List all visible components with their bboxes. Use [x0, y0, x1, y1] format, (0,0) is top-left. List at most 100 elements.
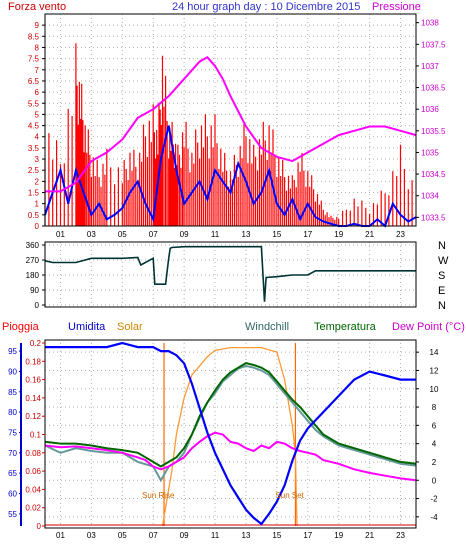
- hour-tick-label: 15: [272, 230, 281, 239]
- humidity-tick-label: 85: [8, 388, 17, 397]
- wind-direction-tick-label: 0: [35, 301, 40, 310]
- dew-point-series: [44, 431, 417, 482]
- graph-title: 24 hour graph day : 10 Dicembre 2015: [172, 1, 360, 13]
- humidity-tick-label: 55: [8, 510, 17, 519]
- wind-speed-tick-label: 0.5: [28, 211, 40, 220]
- compass-label: W: [438, 255, 449, 267]
- rain-tick-label: 0.14: [25, 394, 41, 403]
- wind-direction-tick-label: 90: [30, 286, 39, 295]
- wind-speed-tick-label: 6: [35, 88, 40, 97]
- hour-tick-label: 19: [334, 230, 343, 239]
- humidity-tick-label: 75: [8, 428, 17, 437]
- compass-label: N: [438, 300, 446, 312]
- temperature-tick-label: 10: [430, 385, 439, 394]
- hour-tick-label: 09: [180, 230, 189, 239]
- rain-tick-label: 0.1: [30, 431, 42, 440]
- pressure-tick-label: 1038: [421, 19, 439, 28]
- temperatura-series: [44, 362, 417, 468]
- hour-tick-label: 09: [180, 531, 189, 540]
- wind-direction-series: [44, 245, 416, 302]
- wind-speed-tick-label: 8.5: [28, 32, 40, 41]
- hour-tick-label: 15: [272, 531, 281, 540]
- temperature-humidity-grid: [45, 343, 416, 526]
- wind-speed-tick-label: 2.5: [28, 166, 40, 175]
- wind-speed-tick-label: 7.5: [28, 55, 40, 64]
- hour-tick-label: 21: [365, 531, 374, 540]
- wind-pressure-series: [44, 43, 417, 228]
- temperature-humidity-frame: [44, 339, 417, 529]
- pressure-tick-label: 1037: [421, 62, 439, 71]
- rain-tick-label: 0.2: [30, 339, 42, 348]
- temperature-tick-label: 8: [432, 403, 437, 412]
- hour-tick-label: 07: [149, 531, 158, 540]
- wind-speed-tick-label: 0: [35, 222, 40, 231]
- temperature-tick-label: 0: [432, 476, 437, 485]
- hour-tick-label: 17: [303, 531, 312, 540]
- rain-tick-label: 0.08: [25, 449, 41, 458]
- rain-label: Pioggia: [2, 321, 40, 333]
- temperature-tick-label: -2: [430, 495, 438, 504]
- rain-tick-label: 0.16: [25, 376, 41, 385]
- temperature-tick-label: 12: [430, 366, 439, 375]
- hour-tick-label: 13: [242, 230, 251, 239]
- pressure-series: [45, 56, 417, 193]
- compass-label: E: [438, 285, 445, 297]
- sun-rise-annotation: Sun Rise: [142, 491, 175, 500]
- pressure-ticks: 1038 1037.5 1037 1036.5 1036 1035.5 1035 1034.5…: [416, 19, 446, 222]
- hour-tick-label: 19: [334, 531, 343, 540]
- rain-tick-label: 0.02: [25, 504, 41, 513]
- humidity-tick-label: 80: [8, 408, 17, 417]
- windchill-label: Windchill: [245, 321, 289, 333]
- temperature-tick-label: 2: [432, 458, 437, 467]
- wind-gust-series: [44, 43, 413, 226]
- wind-speed-tick-label: 1: [35, 200, 40, 209]
- wind-direction-tick-label: 270: [26, 256, 40, 265]
- sun-set-annotation: Sun Set: [275, 491, 304, 500]
- humidity-tick-label: 90: [8, 367, 17, 376]
- temperature-label: Temperatura: [314, 321, 377, 333]
- temperature-hour-ticks: 01 03 05 07 09 11 13 15 17 19 21 23: [56, 531, 406, 540]
- compass-label: N: [438, 240, 446, 252]
- humidity-tick-label: 65: [8, 469, 17, 478]
- wind-direction-ticks: 360 270 180 90 0: [26, 241, 45, 310]
- pressure-tick-label: 1035: [421, 148, 439, 157]
- wind-direction-frame: [44, 241, 417, 308]
- wind-speed-tick-label: 8: [35, 43, 40, 52]
- hour-tick-label: 03: [87, 531, 96, 540]
- wind-pressure-hour-ticks: 01 03 05 07 09 11 13 15 17 19 21 23: [56, 230, 406, 239]
- wind-speed-ticks: 9 8.5 8 7.5 7 6.5 6 5.5 5 4.5 4 3.5 3 2.5 2 1.5 1 0.5 0: [28, 21, 45, 231]
- pressure-tick-label: 1037.5: [421, 40, 446, 49]
- humidity-ticks: 95 90 85 80 75 70 65 60 55 0.2 0.18 0.16 0.14 0.12 0.1…: [8, 339, 45, 531]
- wind-direction-tick-label: 360: [26, 241, 40, 250]
- temperature-tick-label: 14: [430, 348, 439, 357]
- pressure-tick-label: 1033.5: [421, 213, 446, 222]
- hour-tick-label: 11: [211, 230, 220, 239]
- wind-pressure-frame: [44, 13, 417, 227]
- wind-speed-tick-label: 4.5: [28, 122, 40, 131]
- rain-tick-label: 0.12: [25, 412, 41, 421]
- temperature-ticks: 14 12 10 8 6 4 2 0 -2 -4: [416, 348, 439, 522]
- dew-point-label: Dew Point (°C): [392, 321, 465, 333]
- wind-speed-tick-label: 5.5: [28, 99, 40, 108]
- rain-tick-label: 0.06: [25, 467, 41, 476]
- compass-label: S: [438, 270, 445, 282]
- wind-speed-tick-label: 5: [35, 110, 40, 119]
- temperature-humidity-panel: Pioggia Umidita Solar Windchill Temperat…: [2, 321, 465, 540]
- wind-speed-axis-label: Forza vento: [8, 1, 66, 13]
- hour-tick-label: 03: [87, 230, 96, 239]
- humidity-tick-label: 70: [8, 449, 17, 458]
- temperature-tick-label: 4: [432, 440, 437, 449]
- hour-tick-label: 05: [118, 230, 127, 239]
- hour-tick-label: 23: [396, 230, 405, 239]
- solar-label: Solar: [117, 321, 143, 333]
- pressure-tick-label: 1035.5: [421, 127, 446, 136]
- wind-speed-tick-label: 2: [35, 177, 40, 186]
- pressure-tick-label: 1034: [421, 192, 439, 201]
- temperature-tick-label: -4: [430, 513, 438, 522]
- wind-direction-grid: [45, 242, 416, 307]
- hour-tick-label: 07: [149, 230, 158, 239]
